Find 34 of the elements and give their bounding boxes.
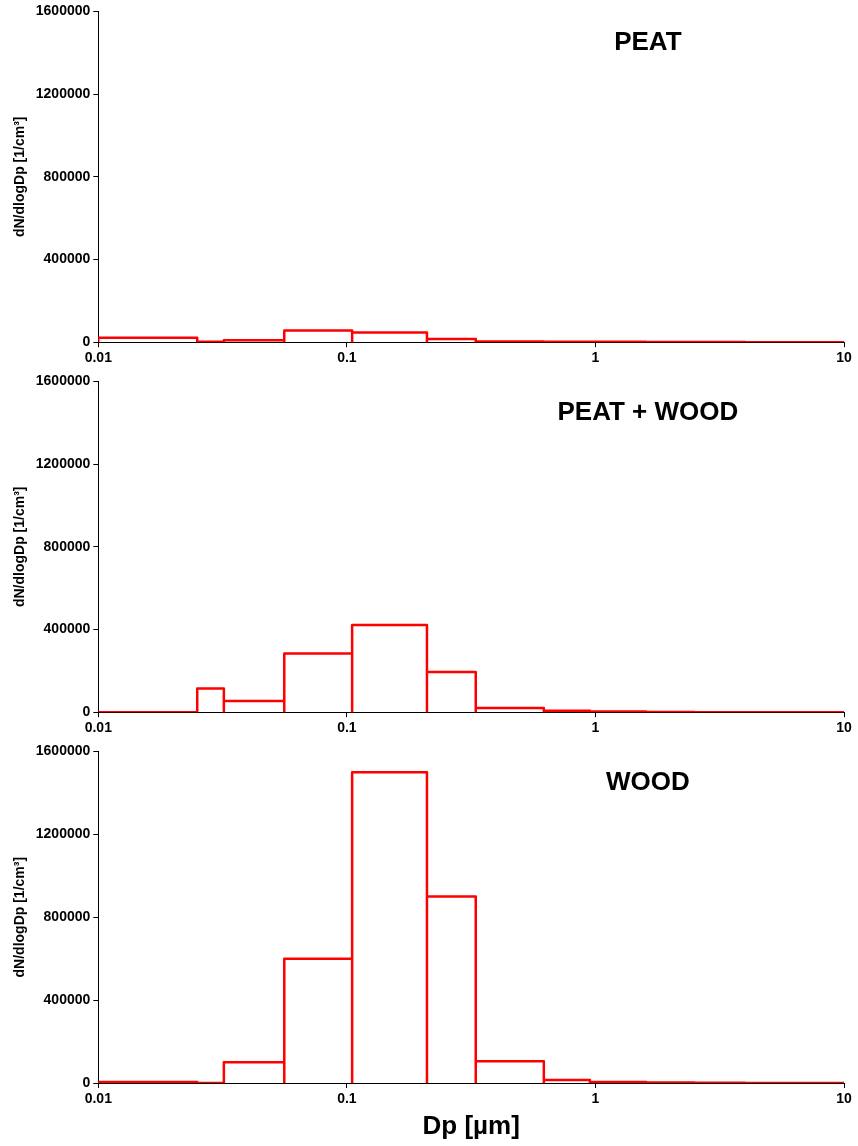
x-tick-label: 0.01 (84, 1090, 113, 1107)
x-tick-label: 0.1 (337, 349, 357, 366)
x-tick-label: 1 (591, 349, 600, 366)
y-tick-label: 1600000 (35, 742, 91, 759)
x-tick-label: 10 (836, 719, 852, 736)
y-tick-label: 1200000 (35, 454, 91, 471)
y-tick-label: 400000 (43, 990, 91, 1007)
y-axis-title: dN/dlogDp [1/cm³] (11, 856, 28, 978)
y-tick-label: 800000 (43, 167, 91, 184)
x-tick-label: 0.01 (84, 719, 113, 736)
x-tick-label: 0.01 (84, 349, 113, 366)
x-tick-label: 1 (591, 1090, 600, 1107)
y-axis-title: dN/dlogDp [1/cm³] (11, 116, 28, 238)
y-tick-label: 1600000 (35, 372, 91, 389)
y-axis-title: dN/dlogDp [1/cm³] (11, 486, 28, 608)
x-tick-label: 10 (836, 1090, 852, 1107)
y-tick-label: 400000 (43, 620, 91, 637)
y-tick-label: 0 (82, 703, 91, 720)
x-tick-label: 0.1 (337, 719, 357, 736)
y-tick-label: 400000 (43, 250, 91, 267)
y-tick-label: 0 (82, 333, 91, 350)
y-tick-label: 0 (82, 1073, 91, 1090)
y-tick-label: 800000 (43, 908, 91, 925)
x-tick-label: 10 (836, 349, 852, 366)
x-axis-title: Dp [µm] (422, 1109, 520, 1140)
x-tick-label: 0.1 (337, 1090, 357, 1107)
y-tick-label: 800000 (43, 537, 91, 554)
y-tick-label: 1200000 (35, 825, 91, 842)
text: WOOD (606, 765, 690, 796)
text: PEAT (614, 25, 682, 56)
y-tick-label: 1600000 (35, 2, 91, 19)
y-tick-label: 1200000 (35, 84, 91, 101)
text: PEAT + WOOD (557, 395, 739, 426)
x-tick-label: 1 (591, 719, 600, 736)
